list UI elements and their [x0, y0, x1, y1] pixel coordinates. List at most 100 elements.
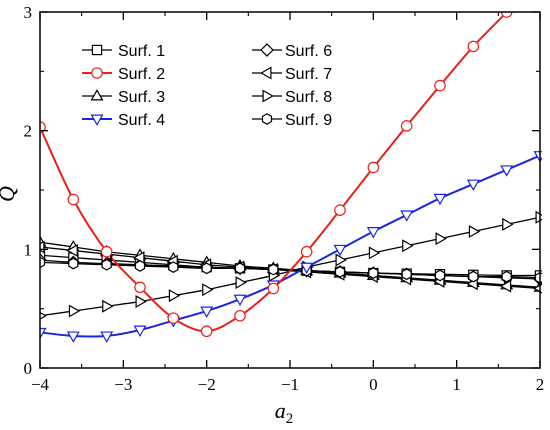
x-tick-label: 2	[536, 375, 545, 394]
data-point-surf-4-4	[133, 325, 147, 337]
y-tick-label: 1	[24, 240, 33, 259]
data-point-surf-8-13	[435, 232, 447, 246]
y-axis-title: Q	[0, 186, 19, 202]
data-point-surf-8-11	[368, 246, 381, 260]
data-point-surf-8-10	[335, 253, 347, 267]
x-tick-label: −2	[198, 375, 216, 394]
data-point-surf-2-6	[200, 325, 213, 338]
data-point-surf-4-3	[100, 331, 114, 343]
series-curves	[40, 12, 541, 338]
legend-item-surf-8: Surf. 8	[252, 89, 332, 106]
y-tick-label: 0	[24, 359, 33, 378]
legend-label-surf-4: Surf. 4	[118, 112, 165, 129]
axis-ticks: −4 −3 −2 −1 0 1 2 0 1 2 3	[24, 3, 545, 394]
x-axis-title: a2	[275, 398, 294, 427]
data-point-surf-4-14	[466, 179, 480, 192]
data-point-surf-7-2	[66, 244, 78, 258]
data-point-surf-9-12	[401, 268, 412, 281]
legend-marker-surf-7	[260, 66, 272, 80]
data-point-surf-8-12	[402, 239, 414, 253]
data-point-surf-7-1	[40, 240, 45, 254]
legend-label-surf-1: Surf. 1	[118, 43, 165, 60]
data-point-surf-4-12	[400, 210, 414, 222]
data-point-surf-9-8	[268, 263, 279, 276]
data-point-surf-4-1	[40, 327, 47, 340]
data-point-surf-7-4	[133, 251, 145, 265]
data-point-surf-9-10	[334, 265, 346, 278]
series-markers-surf-4	[40, 151, 542, 343]
legend-marker-surf-9	[261, 113, 273, 125]
data-point-surf-4-2	[66, 331, 80, 343]
x-tick-label: −4	[31, 375, 50, 394]
legend-label-surf-7: Surf. 7	[285, 66, 332, 83]
data-point-surf-4-9	[300, 262, 314, 275]
data-point-surf-2-8	[267, 282, 280, 295]
data-point-surf-2-13	[434, 79, 446, 92]
data-point-surf-4-10	[333, 244, 347, 257]
legend-item-surf-7: Surf. 7	[252, 66, 332, 83]
data-point-surf-9-11	[368, 267, 379, 279]
legend-item-surf-9: Surf. 9	[252, 112, 332, 129]
x-tick-label: 0	[369, 375, 378, 394]
data-point-surf-8-15	[502, 217, 514, 231]
data-point-surf-9-14	[468, 270, 479, 283]
data-point-surf-2-1	[40, 121, 46, 133]
x-axis-title-main: a	[275, 398, 286, 423]
legend-label-surf-6: Surf. 6	[285, 43, 332, 60]
data-point-surf-2-7	[234, 309, 246, 322]
legend-marker-surf-6	[260, 43, 274, 57]
legend-marker-surf-1	[91, 44, 103, 56]
legend-marker-surf-4	[90, 114, 104, 126]
legend-item-surf-3: Surf. 3	[82, 89, 165, 106]
data-point-surf-2-14	[467, 40, 480, 53]
series-markers-surf-8	[40, 210, 542, 320]
data-point-surf-8-7	[235, 276, 247, 290]
legend-item-surf-6: Surf. 6	[252, 43, 332, 60]
data-point-surf-8-16	[535, 210, 542, 224]
legend-marker-surf-3	[90, 89, 104, 101]
data-point-surf-2-4	[134, 281, 146, 294]
data-point-surf-8-1	[40, 311, 47, 320]
data-point-surf-8-6	[202, 283, 214, 297]
legend-item-surf-2: Surf. 2	[82, 66, 165, 83]
data-point-surf-9-7	[234, 262, 246, 275]
legend-item-surf-1: Surf. 1	[82, 43, 165, 60]
data-point-surf-2-12	[400, 120, 413, 132]
data-point-surf-4-6	[200, 306, 214, 318]
data-point-surf-9-1	[40, 256, 46, 269]
data-point-surf-2-9	[300, 245, 313, 258]
series-markers-surf-2	[40, 12, 513, 338]
x-axis-title-subscript: 2	[286, 411, 294, 427]
legend-label-surf-2: Surf. 2	[118, 66, 165, 83]
series-line-surf-2	[40, 12, 509, 333]
data-point-surf-8-4	[135, 295, 147, 309]
data-point-surf-7-15	[499, 279, 512, 293]
series-line-surf-8	[40, 216, 541, 317]
data-point-surf-4-15	[500, 165, 514, 177]
legend-marker-surf-8	[262, 89, 274, 103]
data-point-surf-2-2	[67, 193, 80, 206]
legend-label-surf-9: Surf. 9	[285, 112, 332, 129]
data-point-surf-4-11	[366, 227, 380, 239]
data-point-surf-2-10	[334, 204, 346, 216]
legend-marker-surf-2	[91, 67, 103, 79]
x-tick-label: −3	[114, 375, 132, 394]
data-point-surf-2-3	[100, 245, 113, 258]
data-point-surf-9-4	[134, 260, 146, 272]
series-markers	[40, 12, 542, 343]
data-point-surf-9-15	[501, 270, 512, 283]
legend-label-surf-3: Surf. 3	[118, 89, 165, 106]
data-point-surf-4-7	[233, 294, 247, 307]
data-point-surf-2-15	[500, 12, 513, 18]
data-point-surf-8-14	[468, 225, 481, 239]
legend-label-surf-8: Surf. 8	[285, 89, 332, 106]
legend: Surf. 1 Surf. 2 Surf. 3 Surf. 4 Surf. 6 Surf.…	[82, 43, 332, 129]
data-point-surf-8-5	[168, 289, 181, 303]
x-tick-label: −1	[281, 375, 299, 394]
y-tick-label: 2	[24, 122, 33, 141]
data-point-surf-8-2	[68, 304, 81, 318]
data-point-surf-2-11	[367, 161, 380, 174]
legend-item-surf-4: Surf. 4	[82, 112, 165, 129]
data-point-surf-9-13	[434, 269, 446, 282]
